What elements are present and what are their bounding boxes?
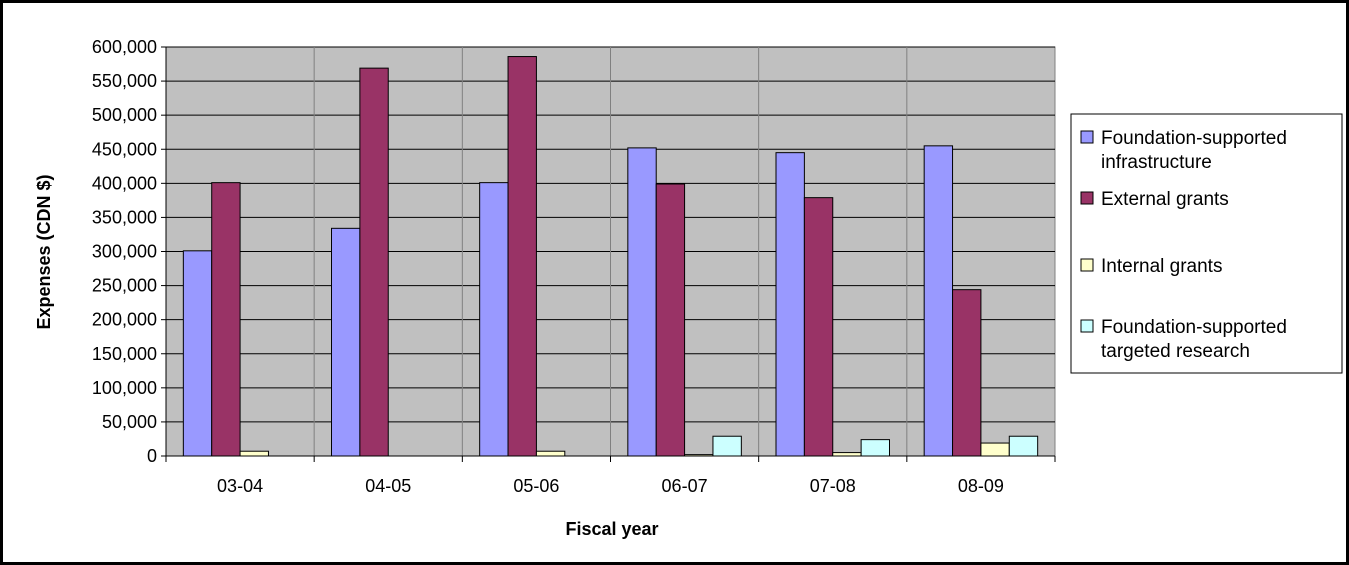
y-tick-label: 500,000 xyxy=(92,105,157,125)
y-tick-label: 150,000 xyxy=(92,344,157,364)
x-tick-label: 06-07 xyxy=(662,476,708,496)
y-tick-label: 200,000 xyxy=(92,310,157,330)
legend-label: targeted research xyxy=(1101,341,1250,362)
y-tick-labels: 0 50,000 100,000 150,000 200,000 250,000 300,0… xyxy=(92,37,157,466)
x-tick-label: 05-06 xyxy=(513,476,559,496)
legend: Foundation-supported infrastructure Extern… xyxy=(1070,113,1343,374)
y-tick-label: 50,000 xyxy=(102,412,157,432)
legend-label: External grants xyxy=(1101,189,1229,210)
legend-label: infrastructure xyxy=(1101,152,1212,173)
x-tick-label: 07-08 xyxy=(810,476,856,496)
legend-label: Internal grants xyxy=(1101,256,1222,277)
bar-3-05-06 xyxy=(535,450,566,457)
y-tick-label: 400,000 xyxy=(92,173,157,193)
legend-swatch xyxy=(1080,130,1094,144)
bar-1-08-09 xyxy=(923,145,954,457)
bar-2-08-09 xyxy=(952,289,982,457)
bar-1-04-05 xyxy=(331,227,361,457)
y-tick-label: 350,000 xyxy=(92,207,157,227)
legend-swatch xyxy=(1080,319,1094,333)
bar-2-03-04 xyxy=(211,182,241,457)
bar-3-07-08 xyxy=(832,452,862,457)
y-tick-label: 100,000 xyxy=(92,378,157,398)
legend-swatch xyxy=(1080,258,1094,272)
bar-1-05-06 xyxy=(479,182,509,457)
bar-1-06-07 xyxy=(627,147,657,457)
bar-4-08-09 xyxy=(1008,435,1039,457)
x-tick-label: 03-04 xyxy=(217,476,263,496)
x-tick-label: 08-09 xyxy=(958,476,1004,496)
legend-label: Foundation-supported xyxy=(1101,317,1287,338)
y-tick-label: 0 xyxy=(147,446,157,466)
y-tick-label: 300,000 xyxy=(92,242,157,262)
legend-label: Foundation-supported xyxy=(1101,128,1287,149)
legend-box xyxy=(1070,113,1343,374)
y-axis-title: Expenses (CDN $) xyxy=(34,174,54,329)
bar-1-07-08 xyxy=(775,152,805,457)
y-tick-label: 550,000 xyxy=(92,71,157,91)
bar-1-03-04 xyxy=(182,250,213,457)
bar-2-04-05 xyxy=(359,67,389,457)
bar-2-07-08 xyxy=(803,197,834,457)
legend-swatch xyxy=(1080,191,1094,205)
x-tick-labels: 03-04 04-05 05-06 06-07 07-08 08-09 xyxy=(217,476,1004,496)
bar-2-06-07 xyxy=(655,183,686,457)
bar-4-06-07 xyxy=(712,435,742,457)
y-tick-label: 450,000 xyxy=(92,139,157,159)
axes xyxy=(161,46,1056,462)
x-axis-title: Fiscal year xyxy=(565,519,658,539)
bars xyxy=(182,56,1039,457)
bar-2-05-06 xyxy=(507,56,537,457)
bar-4-07-08 xyxy=(860,439,890,457)
bar-3-03-04 xyxy=(239,450,269,457)
y-tick-label: 600,000 xyxy=(92,37,157,57)
x-tick-label: 04-05 xyxy=(365,476,411,496)
bar-3-08-09 xyxy=(980,442,1010,457)
y-tick-label: 250,000 xyxy=(92,276,157,296)
category-separators xyxy=(313,47,908,456)
